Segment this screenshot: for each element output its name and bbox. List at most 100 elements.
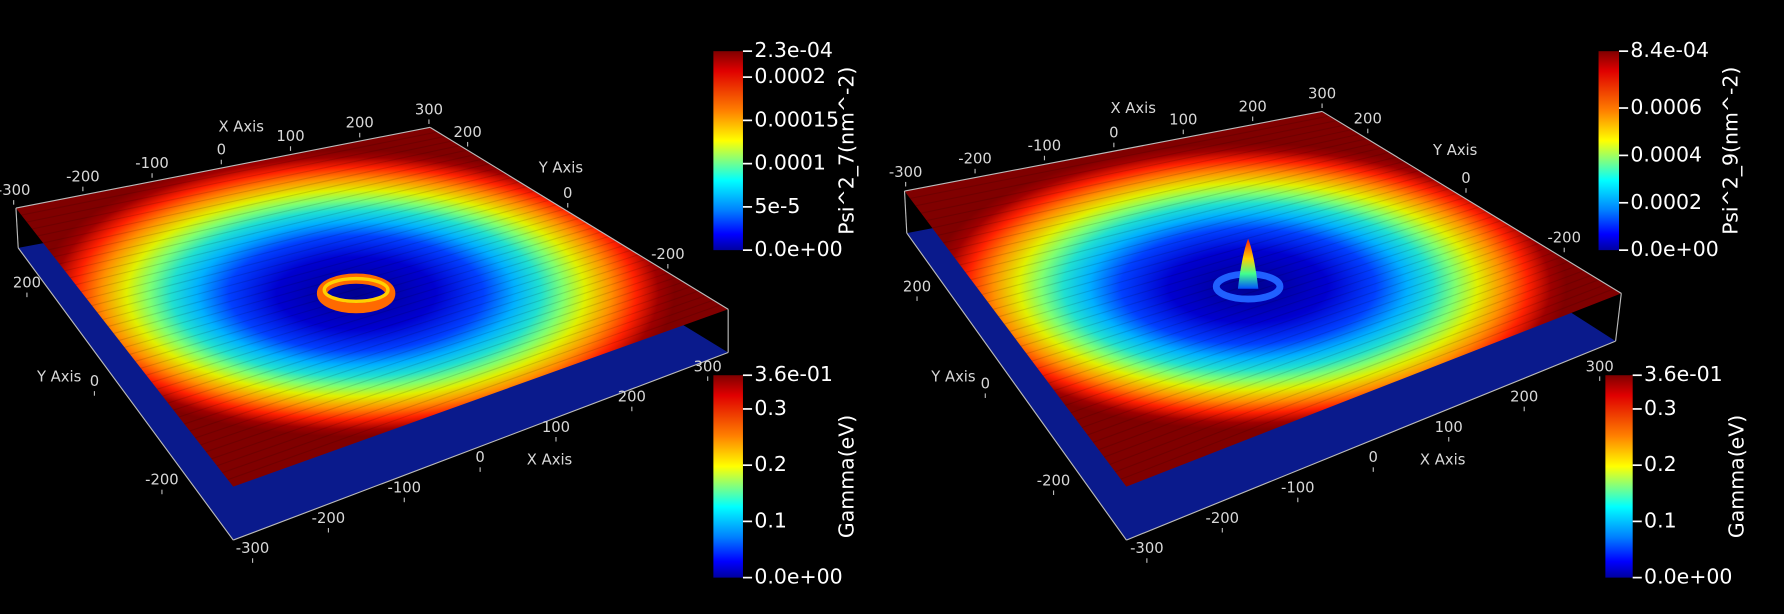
box-edge bbox=[17, 247, 234, 541]
surface-stripe bbox=[1065, 242, 1540, 406]
surface-stripe bbox=[965, 160, 1405, 273]
axis-title: X Axis bbox=[1420, 452, 1465, 469]
colorbar-title: Gamma(eV) bbox=[1724, 415, 1748, 538]
axis-tick-label: 0 bbox=[563, 185, 572, 202]
axis-tick-label: 200 bbox=[903, 278, 931, 295]
axis-tick-label: 200 bbox=[454, 124, 482, 141]
colorbar-tick-label: 2.3e-04 bbox=[754, 38, 833, 62]
colorbar-tick-label: 5e-5 bbox=[754, 194, 800, 218]
surface-stripe bbox=[1048, 229, 1517, 384]
colorbar-tick-label: 0.0006 bbox=[1630, 95, 1702, 119]
surface-stripe bbox=[982, 174, 1427, 296]
surface-stripe bbox=[108, 204, 557, 328]
colorbar-tick-label: 0.1 bbox=[754, 508, 787, 532]
axis-tick-label: 100 bbox=[1435, 419, 1463, 436]
colorbar-tick-label: 0.0e+00 bbox=[754, 237, 842, 261]
colorbar-tick-label: 3.6e-01 bbox=[754, 362, 833, 386]
surface-stripe bbox=[135, 226, 595, 362]
axis-tick-label: -300 bbox=[0, 182, 30, 199]
axis-tick-label: 0 bbox=[1109, 125, 1118, 142]
surface-stripe bbox=[921, 124, 1345, 214]
colorbar bbox=[713, 375, 743, 578]
surface-stripe bbox=[976, 170, 1420, 288]
surface-stripe bbox=[157, 245, 624, 390]
surface-stripe bbox=[222, 299, 714, 474]
surface-stripe bbox=[86, 185, 528, 300]
axis-tick-label: 0 bbox=[475, 449, 484, 466]
axis-tick-label: 200 bbox=[1510, 389, 1538, 406]
surface-stripe bbox=[1070, 247, 1547, 414]
surface-stripe bbox=[184, 267, 662, 425]
surface-stripe bbox=[205, 285, 692, 453]
surface-stripe bbox=[1098, 270, 1585, 451]
surface-stripe bbox=[113, 208, 565, 334]
axis-tick-label: 0 bbox=[981, 375, 990, 392]
box-edge bbox=[15, 208, 19, 248]
axis-tick-label: -100 bbox=[388, 480, 422, 497]
axis-tick-label: -300 bbox=[889, 164, 923, 181]
axis-tick-label: 300 bbox=[694, 358, 722, 375]
axis-tick-label: -100 bbox=[1281, 480, 1315, 497]
axis-title: X Axis bbox=[218, 118, 263, 135]
axis-tick-label: 0 bbox=[1369, 449, 1378, 466]
colorbar bbox=[1598, 51, 1620, 251]
colorbar-tick-label: 0.1 bbox=[1644, 508, 1677, 532]
surface-stripe bbox=[1059, 238, 1532, 399]
surface-stripe bbox=[91, 190, 535, 307]
surface-stripe bbox=[32, 140, 453, 230]
surface-stripe bbox=[970, 165, 1412, 281]
surface-stripe bbox=[151, 240, 617, 383]
surface-stripe bbox=[998, 188, 1450, 318]
axis-tick-label: -100 bbox=[135, 155, 169, 172]
surface-stripe bbox=[943, 142, 1375, 244]
surface-stripe bbox=[80, 181, 520, 293]
axis-tick-label: 0 bbox=[1461, 170, 1470, 187]
surface-stripe bbox=[1076, 251, 1555, 421]
surface-stripe bbox=[909, 115, 1330, 199]
surface-stripe bbox=[59, 163, 490, 265]
axis-tick-label: -200 bbox=[312, 510, 346, 527]
surface-stripe bbox=[993, 183, 1442, 310]
surface-stripe bbox=[915, 119, 1338, 207]
surface-stripe bbox=[200, 281, 684, 446]
box-edge bbox=[15, 126, 431, 209]
colorbar-tick-label: 0.3 bbox=[754, 396, 787, 420]
axis-tick-label: -200 bbox=[66, 169, 100, 186]
colorbar bbox=[713, 51, 743, 251]
colorbar-tick-label: 0.0e+00 bbox=[1630, 237, 1718, 261]
axis-tick-label: 300 bbox=[1308, 85, 1336, 102]
axis-title: X Axis bbox=[1110, 100, 1155, 117]
axis-title: Y Axis bbox=[1432, 142, 1477, 159]
axis-tick-label: 200 bbox=[1354, 111, 1382, 128]
colorbar-tick-label: 8.4e-04 bbox=[1630, 38, 1709, 62]
axis-tick-label: -200 bbox=[1547, 230, 1581, 247]
axis-tick-label: -100 bbox=[1028, 138, 1062, 155]
axis-tick-label: -300 bbox=[1130, 540, 1164, 557]
surface-stripe bbox=[959, 156, 1398, 266]
colorbar-tick-label: 0.0e+00 bbox=[1644, 565, 1732, 589]
colorbar-tick-label: 0.0002 bbox=[754, 64, 826, 88]
colorbar-title: Gamma(eV) bbox=[835, 415, 859, 538]
surface-stripe bbox=[1031, 215, 1495, 362]
axis-tick-label: 100 bbox=[1169, 112, 1197, 129]
surface-stripe bbox=[227, 304, 721, 481]
colorbar-tick-label: 0.0004 bbox=[1630, 142, 1702, 166]
colorbar bbox=[1605, 375, 1633, 578]
surface-stripe bbox=[954, 151, 1390, 259]
colorbar-tick-label: 0.2 bbox=[1644, 452, 1677, 476]
ring-feature-top bbox=[322, 276, 390, 304]
colorbar-title: Psi^2_9(nm^-2) bbox=[1719, 67, 1744, 235]
axis-title: Y Axis bbox=[538, 159, 583, 176]
axis-tick-label: -200 bbox=[145, 472, 179, 489]
surface-stripe bbox=[162, 249, 632, 397]
axis-tick-label: -200 bbox=[1037, 472, 1071, 489]
surface-stripe bbox=[42, 149, 468, 244]
surface-stripe bbox=[1004, 192, 1457, 325]
surface-stripe bbox=[167, 254, 639, 404]
box-edge bbox=[429, 126, 729, 310]
surface-stripe bbox=[48, 154, 475, 251]
axis-title: X Axis bbox=[527, 452, 572, 469]
axis-tick-label: -200 bbox=[958, 151, 992, 168]
colorbar-title: Psi^2_7(nm^-2) bbox=[835, 67, 860, 235]
